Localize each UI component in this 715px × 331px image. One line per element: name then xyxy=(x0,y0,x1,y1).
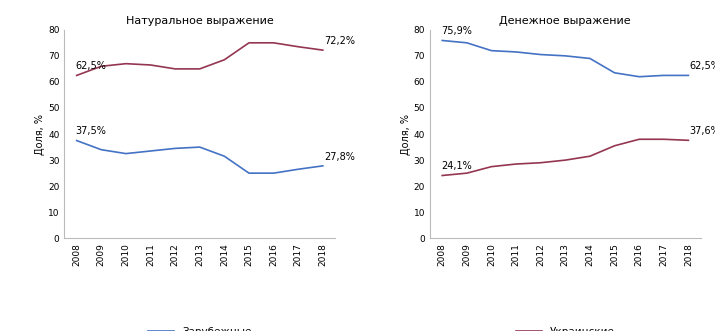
Text: 37,5%: 37,5% xyxy=(75,126,106,136)
Text: 27,8%: 27,8% xyxy=(324,152,355,162)
Legend: Зарубежные: Зарубежные xyxy=(144,323,256,331)
Text: 62,5%: 62,5% xyxy=(75,61,106,71)
Title: Натуральное выражение: Натуральное выражение xyxy=(126,16,274,26)
Text: 62,5%: 62,5% xyxy=(690,61,715,71)
Title: Денежное выражение: Денежное выражение xyxy=(500,16,631,26)
Text: 72,2%: 72,2% xyxy=(324,36,355,46)
Text: 75,9%: 75,9% xyxy=(441,26,472,36)
Text: 37,6%: 37,6% xyxy=(690,126,715,136)
Legend: Украинские: Украинские xyxy=(511,323,619,331)
Y-axis label: Доля, %: Доля, % xyxy=(400,114,411,155)
Y-axis label: Доля, %: Доля, % xyxy=(35,114,45,155)
Text: 24,1%: 24,1% xyxy=(441,161,472,171)
